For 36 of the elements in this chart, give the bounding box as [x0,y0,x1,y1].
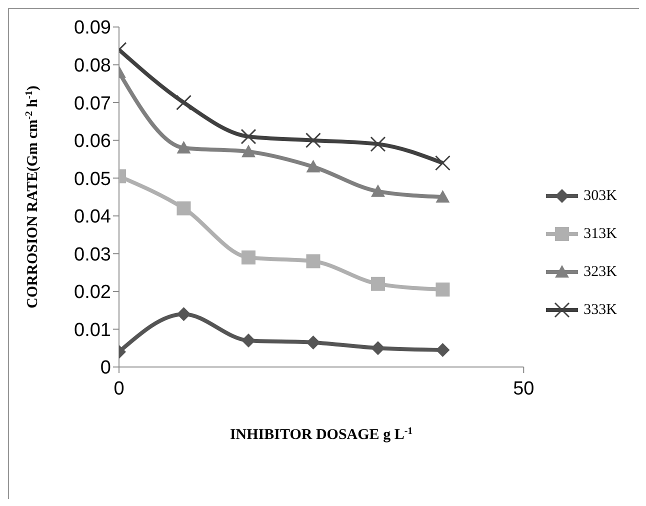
y-tick-label: 0.03 [74,244,111,266]
point [306,160,320,172]
y-tick-label: 0.05 [74,168,111,190]
y-tick-label: 0.06 [74,131,111,152]
point [176,94,192,110]
y-tick-label: 0 [100,358,111,379]
point [370,276,385,291]
point [306,254,320,268]
point [370,341,385,356]
legend-label: 333K [584,302,617,318]
y-tick-label: 0.08 [74,56,111,77]
legend-label: 313K [584,226,617,242]
point [176,201,191,216]
point [241,334,256,348]
point [370,184,385,197]
point [306,335,320,350]
point [241,250,256,264]
point [434,155,450,171]
point [176,140,191,154]
y-tick-label: 0.04 [74,206,112,228]
point [436,282,450,297]
y-tick-label: 0.09 [74,18,111,39]
point [241,144,256,158]
point [436,190,450,203]
x-tick-label: 50 [513,378,534,400]
y-tick-label: 0.07 [74,93,111,114]
point [305,132,321,148]
legend-label: 323K [584,264,617,280]
y-tick-label: 0.02 [74,282,111,304]
point [370,136,386,152]
x-axis-title: INHIBITOR DOSAGE g L$^{-1}$ [230,426,413,443]
point [240,128,256,144]
point [176,307,191,322]
y-tick-label: 0.01 [74,320,111,341]
legend-label: 303K [584,188,617,204]
point [436,343,450,357]
